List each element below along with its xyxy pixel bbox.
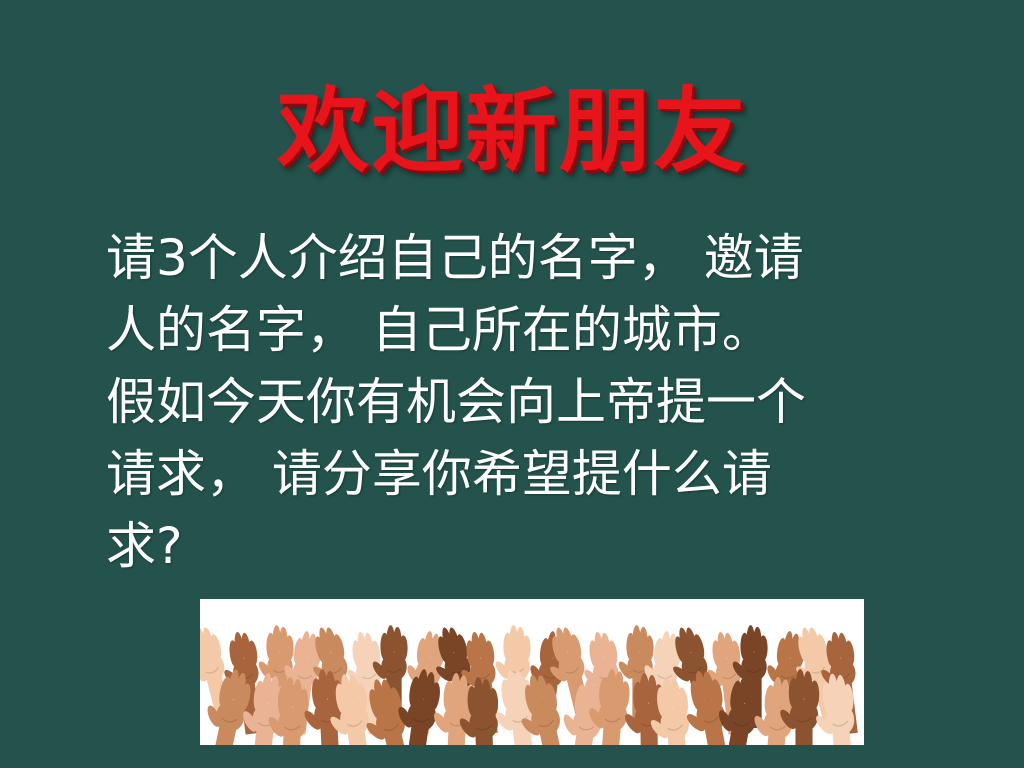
hand-29 [434,672,474,745]
raised-hands-illustration [200,625,858,745]
hand-34 [589,668,630,745]
hand-38 [718,673,762,745]
hand-40 [780,669,820,745]
hand-36 [650,677,691,745]
hand-32 [521,675,569,745]
hand-24 [268,676,309,745]
hand-26 [330,674,373,745]
raised-hands-image [200,599,864,745]
slide-title: 欢迎新朋友 [276,78,747,185]
hand-28 [398,669,440,745]
hand-22 [207,669,251,745]
hand-27 [366,679,415,745]
hand-30 [459,677,499,745]
hand-37 [686,670,733,745]
slide-body-text: 请3个人介绍自己的名字， 邀请 人的名字， 自己所在的城市。 假如今天你有机会向… [106,229,806,575]
hand-41 [816,673,855,745]
